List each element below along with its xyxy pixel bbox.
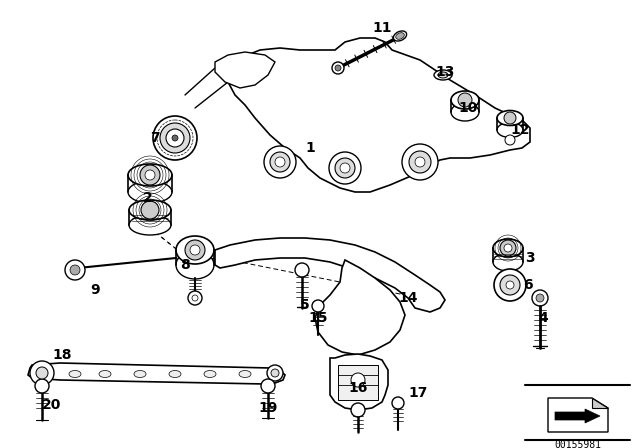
- Circle shape: [536, 294, 544, 302]
- Circle shape: [504, 112, 516, 124]
- Circle shape: [190, 245, 200, 255]
- Ellipse shape: [99, 370, 111, 378]
- Circle shape: [166, 129, 184, 147]
- Circle shape: [264, 146, 296, 178]
- Ellipse shape: [176, 251, 214, 279]
- Ellipse shape: [128, 181, 172, 203]
- Circle shape: [153, 116, 197, 160]
- Circle shape: [505, 135, 515, 145]
- Circle shape: [409, 151, 431, 173]
- Text: 12: 12: [510, 123, 530, 137]
- Circle shape: [192, 295, 198, 301]
- Circle shape: [188, 291, 202, 305]
- Circle shape: [500, 240, 516, 256]
- Circle shape: [312, 300, 324, 312]
- Ellipse shape: [497, 111, 523, 125]
- Circle shape: [160, 123, 190, 153]
- Text: 6: 6: [523, 278, 533, 292]
- Circle shape: [329, 152, 361, 184]
- Ellipse shape: [176, 236, 214, 264]
- Ellipse shape: [396, 33, 404, 39]
- Circle shape: [402, 144, 438, 180]
- Polygon shape: [548, 398, 608, 432]
- Text: 17: 17: [408, 386, 428, 400]
- Text: 3: 3: [525, 251, 535, 265]
- Circle shape: [351, 403, 365, 417]
- Circle shape: [271, 369, 279, 377]
- Text: 16: 16: [348, 381, 368, 395]
- Circle shape: [295, 263, 309, 277]
- Circle shape: [340, 163, 350, 173]
- Polygon shape: [28, 363, 285, 384]
- Polygon shape: [215, 52, 275, 88]
- Ellipse shape: [128, 164, 172, 186]
- Ellipse shape: [169, 370, 181, 378]
- Ellipse shape: [451, 103, 479, 121]
- Ellipse shape: [394, 31, 406, 41]
- Text: 2: 2: [143, 191, 153, 205]
- Text: 10: 10: [458, 101, 477, 115]
- Text: 9: 9: [90, 283, 100, 297]
- Ellipse shape: [204, 370, 216, 378]
- Polygon shape: [228, 38, 530, 192]
- Circle shape: [172, 135, 178, 141]
- Circle shape: [261, 379, 275, 393]
- Text: 15: 15: [308, 311, 328, 325]
- Text: 00155981: 00155981: [554, 440, 602, 448]
- Polygon shape: [215, 238, 445, 312]
- Circle shape: [532, 290, 548, 306]
- Circle shape: [70, 265, 80, 275]
- Ellipse shape: [434, 70, 452, 80]
- Text: 18: 18: [52, 348, 72, 362]
- Circle shape: [392, 397, 404, 409]
- Circle shape: [275, 157, 285, 167]
- Ellipse shape: [69, 370, 81, 378]
- Ellipse shape: [129, 200, 171, 220]
- Polygon shape: [592, 398, 608, 408]
- Polygon shape: [555, 409, 600, 423]
- Text: 20: 20: [42, 398, 61, 412]
- Circle shape: [332, 62, 344, 74]
- Circle shape: [335, 158, 355, 178]
- Circle shape: [267, 365, 283, 381]
- Circle shape: [415, 157, 425, 167]
- Ellipse shape: [438, 72, 448, 78]
- Circle shape: [494, 269, 526, 301]
- Ellipse shape: [239, 370, 251, 378]
- Circle shape: [36, 367, 48, 379]
- Circle shape: [506, 281, 514, 289]
- Text: 5: 5: [300, 298, 310, 312]
- Text: 7: 7: [150, 131, 160, 145]
- Circle shape: [500, 275, 520, 295]
- Circle shape: [65, 260, 85, 280]
- Circle shape: [270, 152, 290, 172]
- Circle shape: [141, 201, 159, 219]
- Circle shape: [458, 93, 472, 107]
- Bar: [338, 365, 378, 400]
- Ellipse shape: [497, 122, 523, 138]
- Circle shape: [185, 240, 205, 260]
- Circle shape: [351, 373, 365, 387]
- Text: 19: 19: [259, 401, 278, 415]
- Polygon shape: [330, 354, 388, 410]
- Circle shape: [35, 379, 49, 393]
- Text: 1: 1: [305, 141, 315, 155]
- Polygon shape: [268, 56, 462, 145]
- Text: 11: 11: [372, 21, 392, 35]
- Circle shape: [145, 170, 155, 180]
- Circle shape: [504, 244, 512, 252]
- Text: 14: 14: [398, 291, 418, 305]
- Polygon shape: [315, 260, 405, 355]
- Text: 13: 13: [435, 65, 454, 79]
- Ellipse shape: [451, 91, 479, 109]
- Ellipse shape: [493, 253, 523, 271]
- Circle shape: [30, 361, 54, 385]
- Text: 8: 8: [180, 258, 190, 272]
- Circle shape: [140, 165, 160, 185]
- Ellipse shape: [134, 370, 146, 378]
- Circle shape: [335, 65, 341, 71]
- Text: 4: 4: [538, 311, 548, 325]
- Ellipse shape: [493, 239, 523, 257]
- Ellipse shape: [129, 215, 171, 235]
